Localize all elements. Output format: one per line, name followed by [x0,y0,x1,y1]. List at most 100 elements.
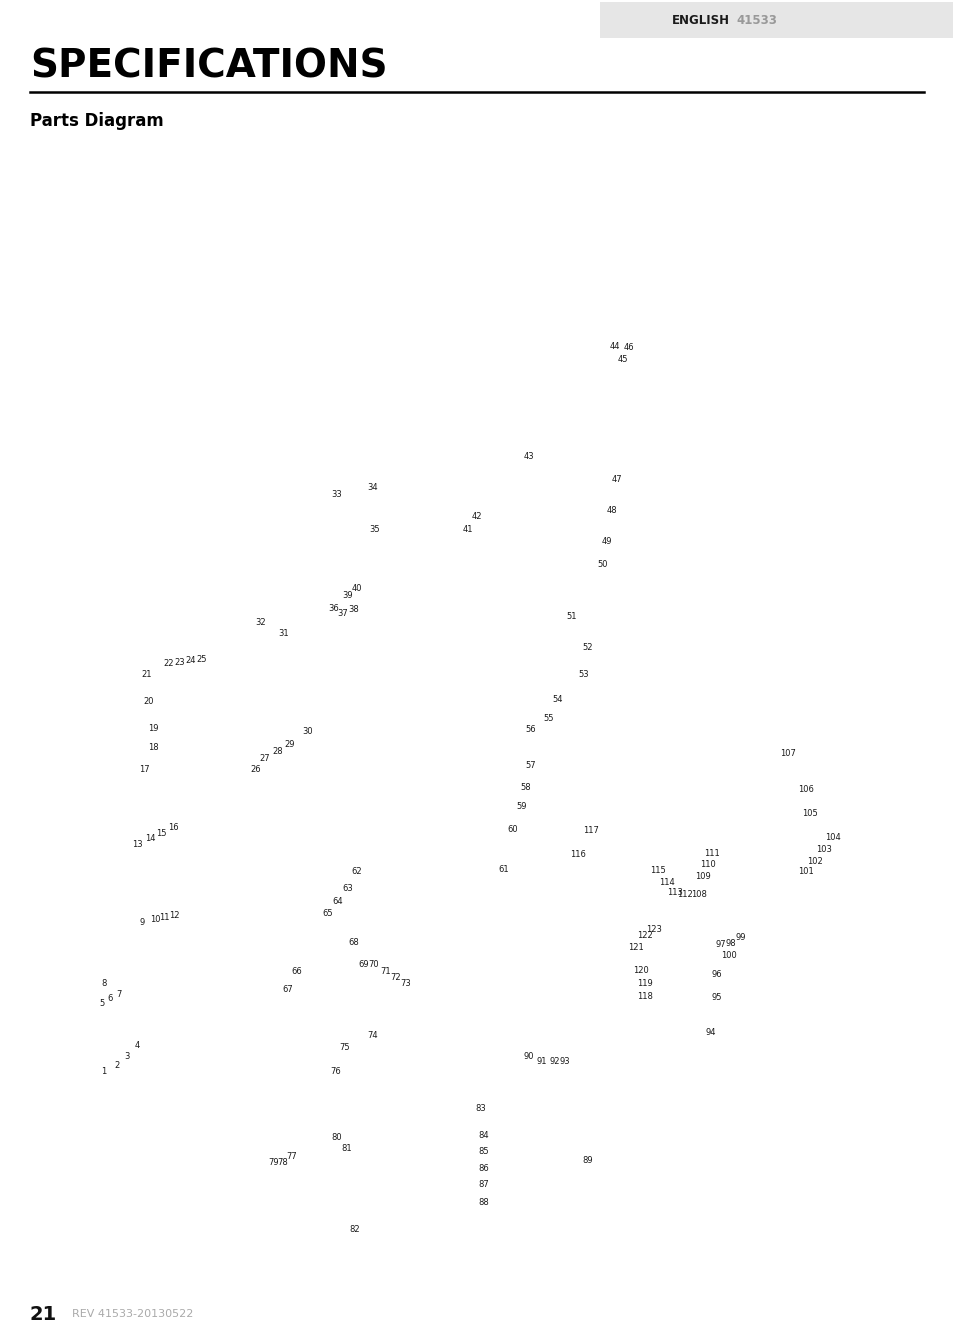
Bar [599,1,953,38]
Text: 85: 85 [478,1147,489,1157]
Text: 80: 80 [331,1134,341,1142]
Text: 40: 40 [352,584,362,593]
Text: 114: 114 [658,878,674,887]
Text: 36: 36 [328,604,339,612]
Text: 58: 58 [520,782,531,792]
Text: 59: 59 [516,801,526,811]
Text: 45: 45 [617,356,627,364]
Text: ENGLISH: ENGLISH [671,13,729,27]
Text: 104: 104 [824,833,840,843]
Text: 81: 81 [341,1143,352,1153]
Text: 13: 13 [132,840,142,849]
Text: 34: 34 [367,483,377,493]
Text: 123: 123 [645,925,661,934]
Text: 42: 42 [471,513,482,521]
Text: 52: 52 [582,643,593,652]
Text: 107: 107 [780,749,795,758]
Text: 53: 53 [578,671,588,679]
Text: 50: 50 [597,560,607,569]
Text: 49: 49 [600,537,611,546]
Text: 87: 87 [478,1180,489,1189]
Text: 115: 115 [649,866,665,875]
Text: 102: 102 [806,856,821,866]
Text: 30: 30 [301,726,313,735]
Text: 32: 32 [255,617,266,627]
Text: 22: 22 [163,659,173,668]
Text: 117: 117 [583,827,598,835]
Text: 15: 15 [156,828,167,837]
Text: 103: 103 [815,845,831,854]
Text: 20: 20 [144,698,154,706]
Text: 112: 112 [677,890,693,899]
Text: 97: 97 [715,939,725,949]
Text: 108: 108 [690,890,706,899]
Text: 84: 84 [478,1131,489,1139]
Text: 72: 72 [390,973,400,982]
Text: 33: 33 [331,490,342,499]
Text: 118: 118 [637,992,652,1001]
Text: 78: 78 [277,1158,288,1168]
Text: 89: 89 [582,1155,593,1165]
Text: 67: 67 [282,985,293,993]
Text: 28: 28 [272,746,283,756]
Text: 99: 99 [735,933,745,942]
Text: 48: 48 [606,506,617,515]
Text: 82: 82 [349,1225,359,1233]
Text: 74: 74 [367,1032,377,1040]
Text: 2: 2 [114,1060,119,1070]
Text: 69: 69 [357,960,369,969]
Text: 27: 27 [259,754,270,762]
Text: 120: 120 [632,966,648,974]
Text: 73: 73 [399,978,411,988]
Text: 96: 96 [711,970,721,980]
Text: 95: 95 [711,993,721,1001]
Text: 110: 110 [700,860,715,870]
Text: 101: 101 [798,867,813,876]
Text: 62: 62 [351,867,361,876]
Text: 109: 109 [695,872,710,880]
Text: 79: 79 [268,1158,278,1168]
Text: 54: 54 [552,695,562,705]
Text: 63: 63 [341,884,353,892]
Text: 121: 121 [628,943,643,953]
Text: 4: 4 [134,1041,140,1049]
Text: 1: 1 [101,1067,106,1075]
Text: 14: 14 [145,835,155,844]
Text: 26: 26 [250,765,260,774]
Text: 119: 119 [637,978,652,988]
Text: 18: 18 [148,743,158,752]
Text: 100: 100 [720,950,737,960]
Text: 116: 116 [570,849,585,859]
Text: 9: 9 [139,918,144,927]
Text: 70: 70 [368,960,378,969]
Text: 21: 21 [30,1304,57,1323]
Text: 76: 76 [330,1067,341,1075]
Text: 24: 24 [186,656,196,666]
Text: 7: 7 [116,990,122,1000]
Text: 65: 65 [322,910,333,918]
Text: 92: 92 [549,1057,559,1066]
Text: 44: 44 [609,342,619,352]
Text: 41: 41 [462,525,473,534]
Text: 98: 98 [725,939,736,947]
Text: 41533: 41533 [735,13,776,27]
Text: 90: 90 [523,1052,534,1062]
Text: 91: 91 [536,1057,546,1066]
Text: 16: 16 [168,823,178,832]
Text: 61: 61 [498,866,509,874]
Text: 31: 31 [278,629,289,639]
Text: 12: 12 [170,911,180,919]
Text: 43: 43 [523,452,534,462]
Text: SPECIFICATIONS: SPECIFICATIONS [30,47,387,85]
Text: 47: 47 [612,475,622,483]
Text: 21: 21 [141,671,152,679]
Text: 25: 25 [196,655,207,664]
Text: 55: 55 [542,714,553,723]
Text: 83: 83 [475,1104,485,1113]
Text: 37: 37 [337,609,348,619]
Text: 5: 5 [99,998,104,1008]
Text: 75: 75 [339,1043,350,1052]
Text: 23: 23 [174,658,185,667]
Text: 39: 39 [342,590,353,600]
Text: 68: 68 [348,938,358,946]
